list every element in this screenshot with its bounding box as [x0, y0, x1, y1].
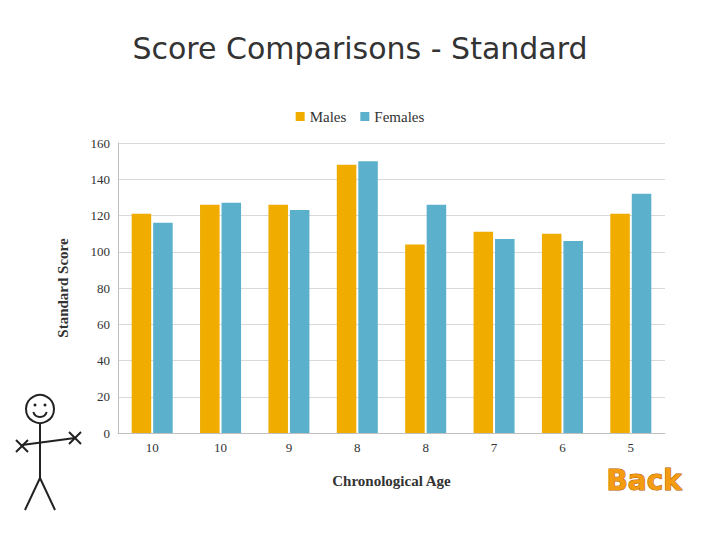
svg-text:9: 9	[286, 440, 293, 455]
svg-text:6: 6	[559, 440, 566, 455]
svg-text:0: 0	[104, 426, 111, 441]
svg-text:8: 8	[354, 440, 361, 455]
svg-text:60: 60	[97, 317, 110, 332]
svg-text:120: 120	[91, 208, 111, 223]
svg-text:Back: Back	[607, 464, 684, 497]
svg-text:140: 140	[91, 172, 111, 187]
svg-text:40: 40	[97, 353, 110, 368]
svg-text:8: 8	[422, 440, 429, 455]
svg-text:7: 7	[491, 440, 498, 455]
svg-text:20: 20	[97, 389, 110, 404]
svg-text:160: 160	[91, 136, 111, 151]
svg-text:80: 80	[97, 281, 110, 296]
svg-text:10: 10	[146, 440, 159, 455]
svg-text:Standard Score: Standard Score	[55, 238, 71, 338]
svg-text:Chronological Age: Chronological Age	[332, 473, 451, 489]
svg-text:Males: Males	[310, 109, 347, 125]
svg-text:Score Comparisons - Standard: Score Comparisons - Standard	[132, 31, 587, 66]
svg-text:100: 100	[91, 244, 111, 259]
svg-text:10: 10	[214, 440, 227, 455]
svg-text:5: 5	[628, 440, 635, 455]
svg-text:Females: Females	[374, 109, 424, 125]
